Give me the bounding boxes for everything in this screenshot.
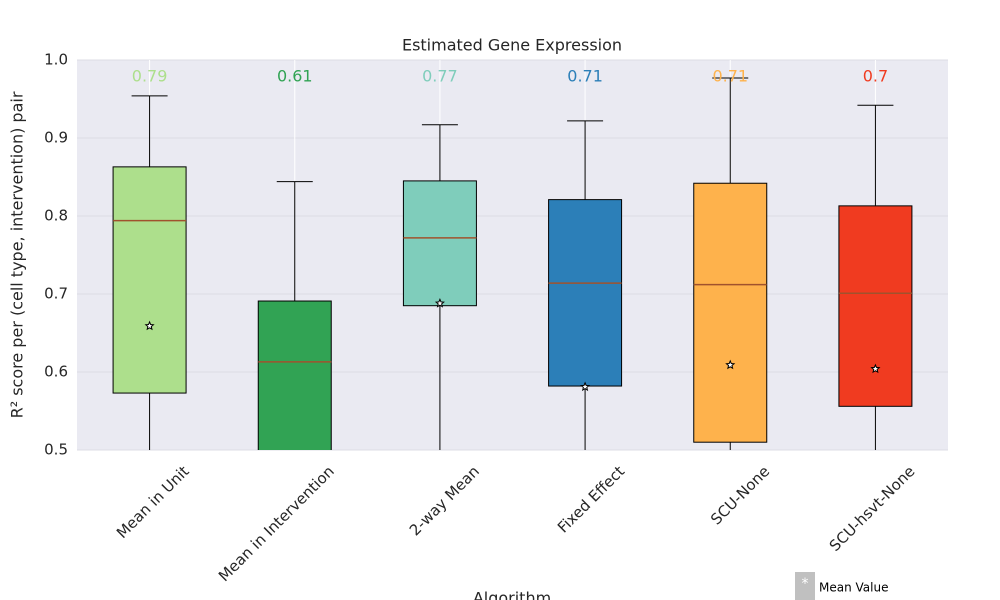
mean-marker [725, 359, 736, 370]
mean-marker [144, 320, 155, 331]
box [838, 205, 913, 407]
x-tick-label: Mean in Unit [113, 462, 193, 542]
chart-title: Estimated Gene Expression [402, 36, 622, 55]
median-label: 0.79 [132, 67, 168, 86]
legend-symbol: * [802, 576, 809, 592]
mean-marker [434, 298, 445, 308]
y-tick-label: 0.9 [44, 129, 68, 147]
y-tick-label: 0.6 [44, 363, 68, 381]
median-label: 0.77 [422, 67, 458, 86]
x-tick-label: Mean in Intervention [215, 462, 338, 585]
y-tick-label: 0.8 [44, 207, 68, 225]
box [257, 300, 332, 450]
median-label: 0.61 [277, 67, 313, 86]
legend-label: Mean Value [819, 581, 888, 595]
x-tick-label: SCU-None [707, 462, 773, 528]
y-tick-label: 0.7 [44, 285, 68, 303]
box [112, 166, 187, 394]
box [693, 182, 768, 443]
median-label: 0.71 [712, 67, 748, 86]
mean-marker [291, 469, 299, 476]
marks [112, 77, 913, 476]
median-label: 0.7 [863, 67, 888, 86]
legend-patch [795, 572, 815, 600]
mean-marker [580, 381, 591, 392]
box [402, 180, 477, 307]
x-axis-label: Algorithm [473, 589, 551, 600]
plot-area [77, 60, 948, 450]
x-tick-label: 2-way Mean [406, 462, 483, 539]
x-tick-label: SCU-hsvt-None [826, 462, 919, 555]
box [548, 199, 623, 387]
y-tick-label: 1.0 [44, 51, 68, 69]
mean-marker [870, 363, 881, 374]
x-tick-label: Fixed Effect [554, 462, 628, 536]
y-tick-label: 0.5 [44, 441, 68, 459]
y-axis-label: R² score per (cell type, intervention) p… [8, 91, 27, 418]
median-label: 0.71 [567, 67, 603, 86]
